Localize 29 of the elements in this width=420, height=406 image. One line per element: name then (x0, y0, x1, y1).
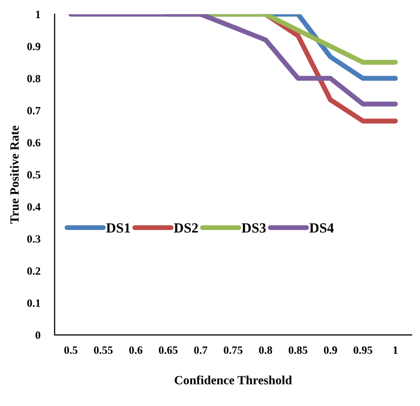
y-tick-label: 0.3 (27, 235, 40, 243)
x-tick-label: 0.85 (288, 346, 308, 354)
legend-label: DS2 (174, 223, 198, 233)
x-axis-title: Confidence Threshold (174, 375, 292, 384)
x-tick-label: 0.55 (94, 346, 113, 354)
y-tick-label: 0.7 (27, 106, 40, 114)
x-tick-label: 0.65 (158, 346, 178, 354)
y-tick-label: 0.6 (27, 138, 40, 147)
y-tick-label: 0.2 (27, 267, 40, 275)
legend-label: DS3 (242, 223, 266, 233)
x-tick-label: 0.7 (194, 346, 208, 354)
y-tick-label: 0 (36, 331, 40, 339)
x-tick-label: 0.75 (224, 346, 242, 354)
y-tick-label: 0.5 (27, 171, 40, 179)
legend-label: DS1 (106, 223, 130, 233)
y-tick-label: 0.1 (27, 299, 40, 307)
x-tick-label: 0.95 (354, 346, 372, 354)
y-axis-title: True Positive Rate (10, 126, 19, 224)
legend-label: DS4 (309, 223, 334, 233)
y-tick-label: 0.4 (27, 203, 41, 211)
x-tick-label: 0.9 (324, 346, 338, 354)
y-tick-label: 1 (36, 10, 40, 18)
x-tick-label: 0.8 (259, 346, 272, 354)
y-tick-label: 0.9 (27, 42, 40, 50)
y-tick-label: 0.8 (27, 74, 40, 82)
x-tick-label: 1 (393, 346, 398, 354)
x-tick-label: 0.5 (64, 346, 78, 354)
x-tick-label: 0.6 (129, 346, 142, 354)
line-series (68, 14, 398, 106)
